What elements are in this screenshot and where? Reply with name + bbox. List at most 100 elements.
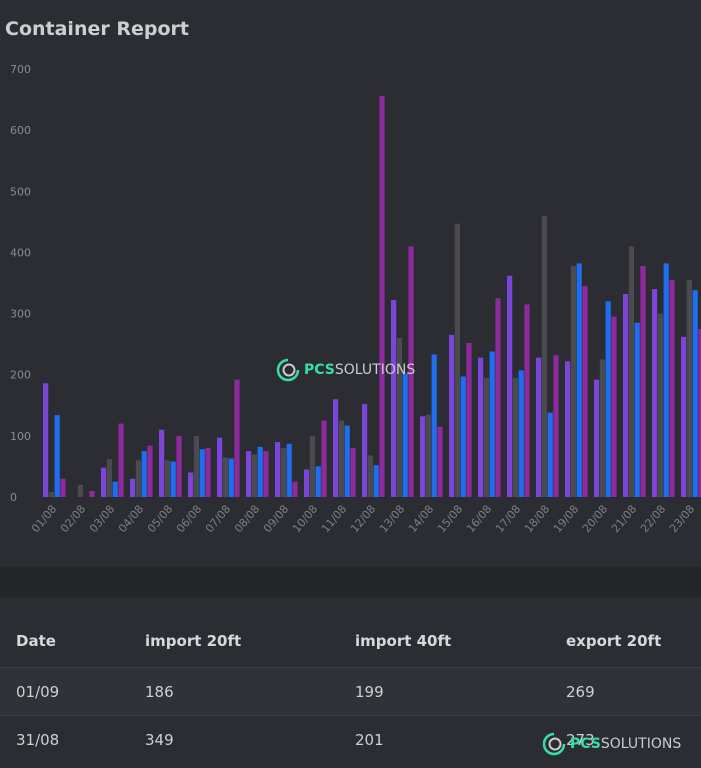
bar[interactable] xyxy=(338,420,344,497)
bar[interactable] xyxy=(362,404,368,497)
bar[interactable] xyxy=(495,298,501,497)
bar[interactable] xyxy=(373,465,379,497)
bar[interactable] xyxy=(425,414,431,498)
bar[interactable] xyxy=(391,300,397,497)
bar[interactable] xyxy=(159,429,165,497)
bar[interactable] xyxy=(106,459,112,497)
bar[interactable] xyxy=(570,265,576,497)
bar[interactable] xyxy=(611,316,617,497)
bar[interactable] xyxy=(692,290,698,497)
bar[interactable] xyxy=(483,377,489,497)
bar[interactable] xyxy=(333,399,339,497)
header-date[interactable]: Date xyxy=(16,632,56,650)
bar[interactable] xyxy=(315,466,321,497)
bar[interactable] xyxy=(304,469,310,498)
table-row[interactable]: 31/08 349 201 273 xyxy=(0,715,701,763)
bar[interactable] xyxy=(698,328,701,497)
bar[interactable] xyxy=(130,478,136,497)
bar[interactable] xyxy=(170,461,176,498)
bar[interactable] xyxy=(634,322,640,497)
bar[interactable] xyxy=(101,467,107,497)
bar[interactable] xyxy=(460,376,466,498)
bar[interactable] xyxy=(176,435,182,497)
bar[interactable] xyxy=(193,435,199,497)
bar[interactable] xyxy=(246,451,252,497)
logo-text-pcs: PCS xyxy=(570,736,601,752)
bar[interactable] xyxy=(60,478,66,497)
bar[interactable] xyxy=(512,377,518,497)
bar[interactable] xyxy=(628,246,634,497)
bar[interactable] xyxy=(507,275,513,497)
bar[interactable] xyxy=(663,263,669,497)
bar[interactable] xyxy=(89,490,95,497)
bar[interactable] xyxy=(657,313,663,497)
bar[interactable] xyxy=(640,265,646,497)
bar[interactable] xyxy=(228,458,234,498)
bar[interactable] xyxy=(112,481,118,497)
bar[interactable] xyxy=(77,484,83,497)
bar[interactable] xyxy=(188,472,194,498)
bar[interactable] xyxy=(217,437,223,497)
bar[interactable] xyxy=(48,492,54,497)
bar[interactable] xyxy=(478,357,484,497)
bar[interactable] xyxy=(623,294,629,497)
bar[interactable] xyxy=(205,448,211,497)
bar[interactable] xyxy=(234,379,240,497)
header-export-20ft[interactable]: export 20ft xyxy=(566,632,662,650)
bar[interactable] xyxy=(147,445,153,497)
bar[interactable] xyxy=(344,425,350,498)
bar[interactable] xyxy=(321,420,327,497)
bar[interactable] xyxy=(257,446,263,497)
bar[interactable] xyxy=(489,351,495,498)
bar[interactable] xyxy=(379,95,385,498)
bar[interactable] xyxy=(594,379,600,497)
bar[interactable] xyxy=(547,412,553,497)
bar[interactable] xyxy=(251,454,257,497)
bar[interactable] xyxy=(141,451,147,497)
bar[interactable] xyxy=(275,442,281,497)
bar[interactable] xyxy=(43,383,49,497)
bar[interactable] xyxy=(286,443,292,497)
bar[interactable] xyxy=(599,359,605,497)
bar[interactable] xyxy=(541,215,547,497)
bar[interactable] xyxy=(309,435,315,497)
bar[interactable] xyxy=(536,357,542,497)
header-import-20ft[interactable]: import 20ft xyxy=(145,632,242,650)
x-tick-label: 10/08 xyxy=(290,503,320,536)
bar[interactable] xyxy=(686,279,692,497)
bar[interactable] xyxy=(135,460,141,497)
bar[interactable] xyxy=(669,279,675,497)
bar[interactable] xyxy=(518,370,524,497)
bar[interactable] xyxy=(420,416,426,497)
bar[interactable] xyxy=(118,423,124,497)
bar[interactable] xyxy=(402,373,408,498)
bar[interactable] xyxy=(199,449,205,497)
header-import-40ft[interactable]: import 40ft xyxy=(355,632,452,650)
bar[interactable] xyxy=(292,481,298,497)
bar[interactable] xyxy=(263,451,269,497)
bar[interactable] xyxy=(605,301,611,497)
bar[interactable] xyxy=(553,355,559,497)
bar[interactable] xyxy=(164,460,170,497)
bar[interactable] xyxy=(565,361,571,497)
bar[interactable] xyxy=(582,286,588,497)
watermark-logo: PCS SOLUTIONS xyxy=(276,358,415,382)
bar[interactable] xyxy=(466,342,472,497)
x-tick-label: 09/08 xyxy=(261,503,291,536)
bar[interactable] xyxy=(280,448,286,497)
bar[interactable] xyxy=(576,263,582,497)
bar[interactable] xyxy=(524,304,530,497)
bar[interactable] xyxy=(437,426,443,497)
bar[interactable] xyxy=(652,289,658,497)
bar[interactable] xyxy=(54,415,60,497)
bar[interactable] xyxy=(367,455,373,497)
bar[interactable] xyxy=(431,354,437,498)
bar[interactable] xyxy=(350,448,356,497)
bar[interactable] xyxy=(222,457,228,497)
bar[interactable] xyxy=(681,336,687,497)
bar[interactable] xyxy=(408,246,414,497)
bar[interactable] xyxy=(454,223,460,497)
bar[interactable] xyxy=(449,335,455,497)
table-row[interactable]: 01/09 186 199 269 xyxy=(0,667,701,715)
bar[interactable] xyxy=(396,338,402,497)
